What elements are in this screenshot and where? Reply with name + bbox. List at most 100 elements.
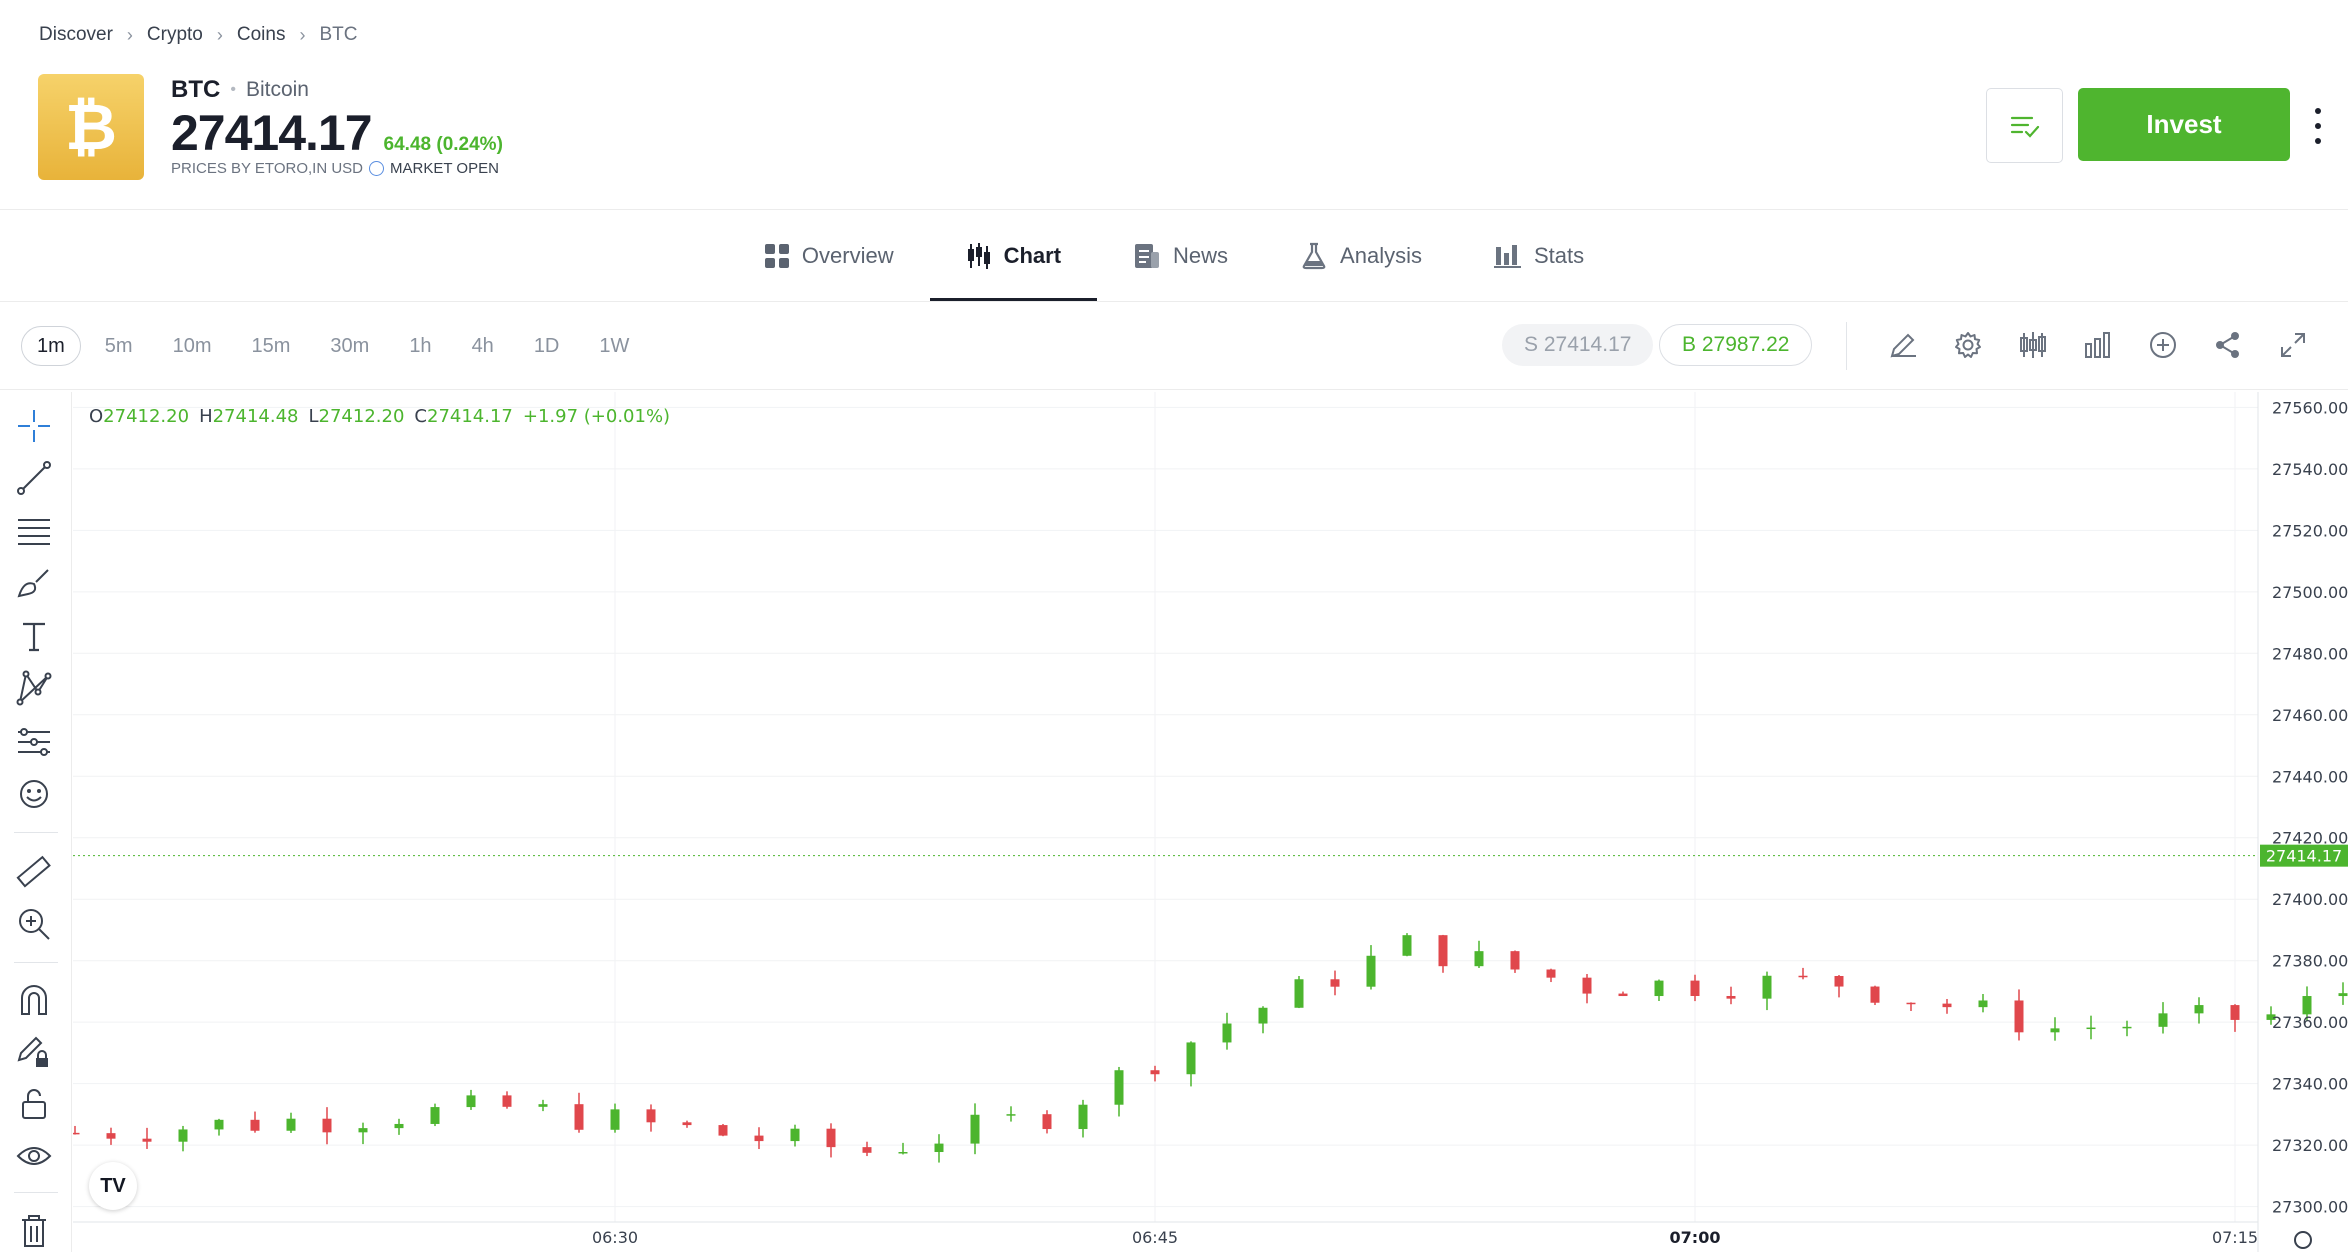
price-chart[interactable]: 27414.17 27560.00 27540.00 27520.00 27500.00…: [70, 392, 2348, 1252]
candle: [1546, 969, 1556, 978]
crosshair-icon[interactable]: [14, 406, 54, 446]
buy-price-button[interactable]: B 27987.22: [1659, 324, 1813, 366]
candle: [790, 1128, 800, 1142]
breadcrumb-crypto[interactable]: Crypto: [146, 24, 203, 45]
candle: [394, 1123, 404, 1129]
tools-divider: [14, 1192, 58, 1193]
candle: [286, 1118, 296, 1131]
candles-icon[interactable]: [2015, 324, 2051, 366]
y-tick-label: 27320.00: [2272, 1136, 2348, 1155]
pattern-icon[interactable]: [14, 668, 54, 708]
tools-divider: [14, 832, 58, 833]
bar-chart-icon: [1493, 245, 1521, 268]
share-icon[interactable]: [2210, 324, 2246, 366]
ohlc-c-label: C: [414, 406, 427, 427]
chevron-right-icon: ›: [299, 24, 306, 45]
chart-toolbar: 1m 5m 10m 15m 30m 1h 4h 1D 1W S 27414.17…: [0, 302, 2348, 390]
sell-price-button[interactable]: S 27414.17: [1502, 324, 1654, 366]
candle: [2230, 1005, 2240, 1020]
lock-pencil-icon[interactable]: [14, 1032, 54, 1072]
ohlc-o-label: O: [89, 406, 104, 427]
tab-overview[interactable]: Overview: [728, 212, 930, 300]
candle: [70, 1132, 80, 1135]
fullscreen-icon[interactable]: [2275, 324, 2311, 366]
candle: [1906, 1002, 1916, 1005]
candle: [1978, 1000, 1988, 1008]
candle: [2194, 1005, 2204, 1014]
y-tick-label: 27360.00: [2272, 1013, 2348, 1032]
plus-circle-icon[interactable]: [2145, 324, 2181, 366]
fib-lines-icon[interactable]: [14, 512, 54, 552]
pencil-icon[interactable]: [1885, 324, 1921, 366]
more-vertical-icon[interactable]: [2308, 108, 2328, 144]
tab-news[interactable]: News: [1097, 212, 1264, 300]
timeframe-1d[interactable]: 1D: [533, 334, 560, 357]
candle: [1078, 1104, 1088, 1130]
candle: [1726, 995, 1736, 999]
candle: [1654, 980, 1664, 997]
trash-icon[interactable]: [14, 1210, 54, 1250]
current-price-label: 27414.17: [2266, 847, 2342, 866]
ohlc-h-label: H: [199, 406, 213, 427]
magnet-icon[interactable]: [14, 980, 54, 1020]
candle: [718, 1125, 728, 1136]
text-icon[interactable]: [14, 616, 54, 656]
candle: [646, 1109, 656, 1123]
tab-label: Analysis: [1340, 243, 1422, 268]
instrument-tabs: Overview Chart News Analysis Stats: [0, 212, 2348, 302]
ruler-icon[interactable]: [14, 852, 54, 892]
x-tick-label: 06:45: [1132, 1228, 1178, 1247]
emoji-icon[interactable]: [14, 774, 54, 814]
candle: [2050, 1028, 2060, 1033]
ohlc-open: 27412.20: [103, 406, 190, 427]
current-price-tag: [2260, 844, 2348, 867]
candle: [1114, 1070, 1124, 1105]
price-source: PRICES BY ETORO,IN USD: [171, 160, 363, 177]
trend-line-icon[interactable]: [14, 458, 54, 498]
invest-button[interactable]: Invest: [2078, 88, 2290, 161]
candle: [862, 1147, 872, 1153]
timeframe-1w[interactable]: 1W: [599, 334, 630, 357]
candle: [1798, 975, 1808, 978]
candle: [934, 1143, 944, 1153]
breadcrumb-discover[interactable]: Discover: [39, 24, 113, 45]
candle: [610, 1109, 620, 1130]
forecast-icon[interactable]: [14, 722, 54, 762]
ohlc-legend: O27412.20 H27414.48 L27412.20 C27414.17 …: [89, 406, 670, 427]
candle: [2122, 1026, 2132, 1029]
tradingview-logo[interactable]: TV: [89, 1162, 137, 1210]
bitcoin-icon: ₿: [64, 90, 118, 165]
y-tick-label: 27300.00: [2272, 1198, 2348, 1217]
breadcrumb-coins[interactable]: Coins: [236, 24, 286, 45]
y-tick-label: 27500.00: [2272, 583, 2348, 602]
eye-icon[interactable]: [14, 1136, 54, 1176]
tab-analysis[interactable]: Analysis: [1264, 212, 1458, 300]
tab-stats[interactable]: Stats: [1458, 212, 1620, 300]
dot-separator: •: [230, 81, 236, 98]
candle: [2338, 993, 2348, 997]
candle: [1222, 1023, 1232, 1043]
watchlist-button[interactable]: [1986, 88, 2063, 163]
timeframe-1m[interactable]: 1m: [21, 326, 81, 366]
breadcrumb: Discover › Crypto › Coins › BTC: [39, 24, 357, 46]
unlock-icon[interactable]: [14, 1084, 54, 1124]
y-tick-label: 27380.00: [2272, 952, 2348, 971]
timeframe-30m[interactable]: 30m: [330, 334, 370, 357]
timeframe-10m[interactable]: 10m: [172, 334, 212, 357]
tab-chart[interactable]: Chart: [929, 212, 1098, 301]
timeframe-5m[interactable]: 5m: [104, 334, 133, 357]
bar-chart-icon[interactable]: [2080, 324, 2116, 366]
zoom-in-icon[interactable]: [14, 904, 54, 944]
instrument-name: Bitcoin: [245, 78, 309, 101]
gear-icon[interactable]: [1950, 324, 1986, 366]
instrument-symbol: BTC: [171, 76, 221, 103]
ohlc-l-label: L: [308, 406, 319, 427]
candle: [2086, 1027, 2096, 1030]
brush-icon[interactable]: [14, 564, 54, 604]
timeframe-15m[interactable]: 15m: [251, 334, 291, 357]
y-tick-label: 27520.00: [2272, 521, 2348, 540]
candle: [466, 1095, 476, 1108]
timeframe-4h[interactable]: 4h: [471, 334, 494, 357]
timeframe-1h[interactable]: 1h: [409, 334, 432, 357]
candlestick-chart[interactable]: 27414.17 27560.00 27540.00 27520.00 27500.00…: [70, 392, 2348, 1252]
